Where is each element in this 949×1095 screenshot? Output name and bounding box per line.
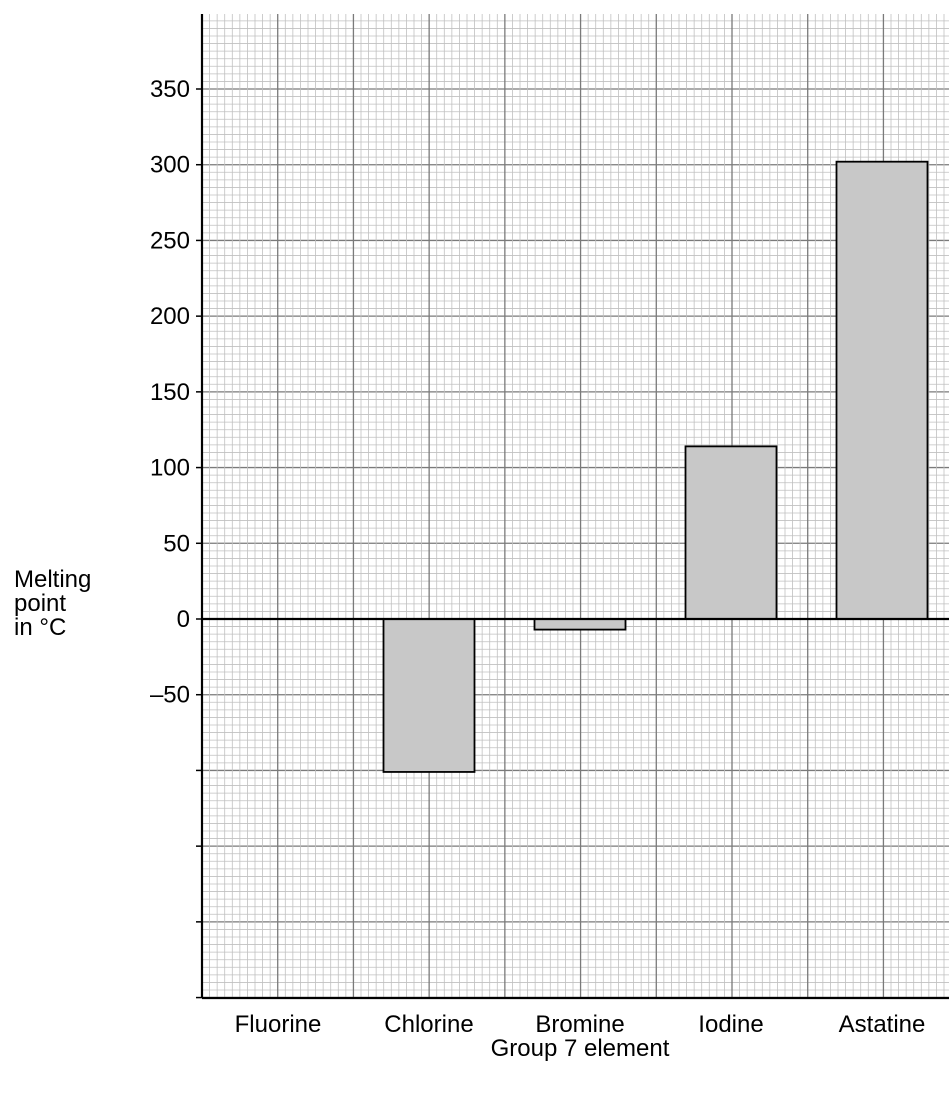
y-tick-label: 100 [150, 455, 190, 482]
y-tick-label: 300 [150, 152, 190, 179]
y-tick-label: 250 [150, 227, 190, 254]
y-tick-labels: –50 0 50 100 150 200 250 300 350 [150, 76, 202, 999]
bar-astatine [835, 160, 929, 620]
x-tick-label: Iodine [698, 1011, 763, 1038]
x-tick-label: Chlorine [384, 1011, 473, 1038]
x-tick-label: Astatine [839, 1011, 926, 1038]
y-tick-label: –50 [150, 682, 190, 709]
y-axis-label-line: point [14, 590, 67, 617]
chart-axes [200, 14, 949, 1000]
y-tick-label: 150 [150, 379, 190, 406]
y-tick-label: 0 [177, 606, 190, 633]
x-tick-labels: Fluorine Chlorine Bromine Iodine Astatine [235, 1011, 926, 1038]
x-axis-label: Group 7 element [490, 1035, 670, 1062]
bar-bromine [533, 618, 627, 631]
x-tick-label: Bromine [535, 1011, 624, 1038]
y-axis-label: Melting point in °C [14, 568, 124, 640]
y-axis-label-line: Melting [14, 566, 92, 593]
y-tick-label: 350 [150, 76, 190, 103]
y-tick-label: 200 [150, 303, 190, 330]
bar-chlorine [382, 618, 476, 773]
x-tick-label: Fluorine [235, 1011, 322, 1038]
bar-iodine [684, 445, 778, 620]
y-tick-label: 50 [163, 530, 190, 557]
chart-bars [382, 160, 929, 773]
y-axis-label-line: in °C [14, 614, 67, 641]
